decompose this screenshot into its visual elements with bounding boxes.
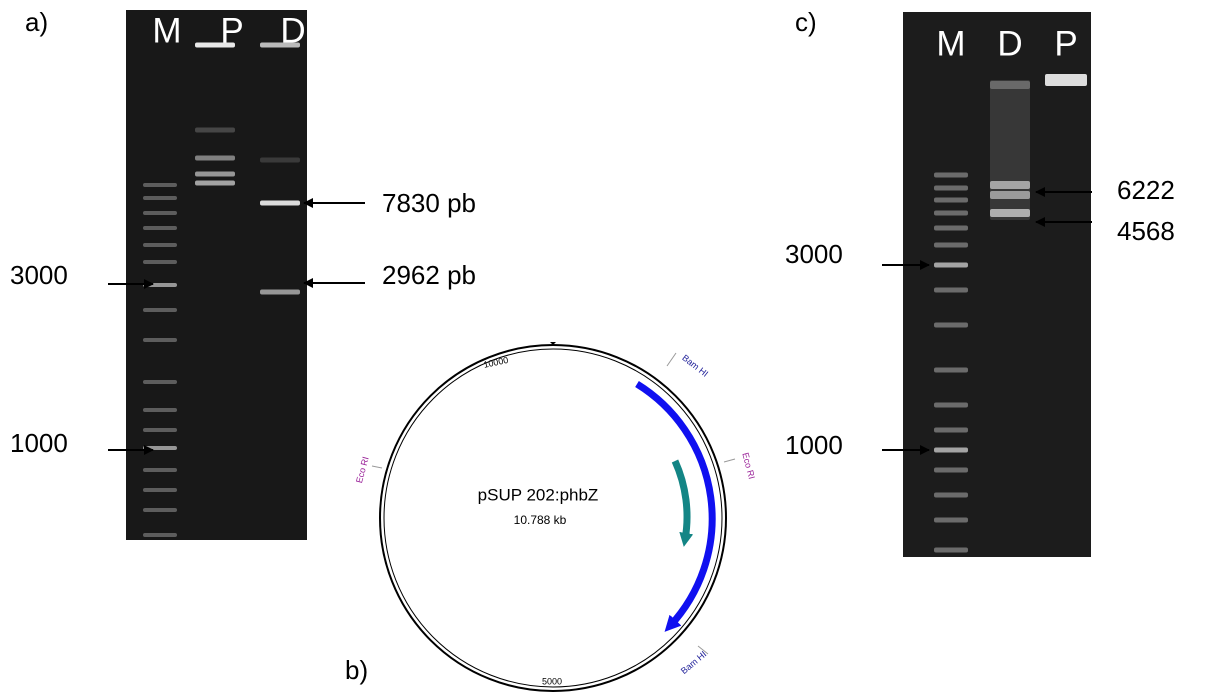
lane-label: M: [936, 24, 965, 63]
gel-band: [934, 225, 968, 231]
gel-band: [260, 157, 300, 163]
gel-band: [143, 380, 177, 384]
scale-label: 5000: [542, 676, 562, 686]
gel-band: [143, 533, 177, 537]
band-label: 4568: [1117, 216, 1175, 246]
gel-band: [195, 171, 235, 177]
panel-label: b): [345, 655, 368, 685]
gel-band: [195, 180, 235, 186]
gel-band: [143, 468, 177, 472]
gel-band: [260, 200, 300, 206]
gel-band: [143, 428, 177, 432]
gel-band: [934, 447, 968, 453]
gel-band: [260, 289, 300, 295]
gel-band: [934, 367, 968, 373]
lane-label: P: [220, 11, 243, 50]
gel-band: [934, 402, 968, 408]
gel-band: [1045, 74, 1087, 86]
plasmid-inner: [383, 348, 723, 688]
gel-band: [934, 210, 968, 216]
origin-mark: [550, 342, 556, 345]
plasmid-size: 10.788 kb: [514, 513, 567, 527]
gel-band: [934, 197, 968, 203]
gel-band: [934, 492, 968, 498]
gel-band: [934, 287, 968, 293]
site-label: Eco RI: [740, 451, 757, 480]
band-label: 7830 pb: [382, 188, 476, 218]
gel-band: [143, 338, 177, 342]
site-tick: [723, 458, 736, 463]
site-tick: [666, 352, 677, 367]
gel-band: [195, 155, 235, 161]
gel-band: [990, 181, 1030, 189]
marker-label: 1000: [10, 428, 68, 458]
lane-label: D: [997, 24, 1022, 63]
gel-c: [903, 12, 1091, 557]
gene-arrow: [671, 459, 694, 547]
site-label: Bam HI: [679, 649, 708, 676]
site-tick: [371, 465, 383, 469]
band-label: 2962 pb: [382, 260, 476, 290]
scale-label: 10000: [483, 355, 510, 370]
gel-band: [143, 488, 177, 492]
gel-band: [934, 517, 968, 523]
gel-band: [143, 183, 177, 187]
gel-band: [934, 322, 968, 328]
panel-label: a): [25, 7, 48, 37]
site-label: Eco RI: [354, 455, 371, 484]
gel-band: [195, 42, 235, 48]
gene-arrow: [635, 381, 716, 632]
lane-label: D: [280, 11, 305, 50]
gel-band: [934, 262, 968, 268]
band-label: 6222: [1117, 175, 1175, 205]
gel-band: [143, 211, 177, 215]
gel-band: [934, 172, 968, 178]
gel-band: [260, 42, 300, 48]
marker-label: 1000: [785, 430, 843, 460]
gel-a: [126, 10, 307, 540]
gel-band: [990, 191, 1030, 199]
gel-band: [934, 427, 968, 433]
gel-band: [143, 243, 177, 247]
marker-label: 3000: [10, 260, 68, 290]
gel-band: [143, 196, 177, 200]
gel-band: [934, 547, 968, 553]
site-tick: [697, 645, 709, 655]
marker-label: 3000: [785, 239, 843, 269]
gel-band: [143, 260, 177, 264]
gel-band: [143, 226, 177, 230]
gel-band: [195, 127, 235, 133]
gel-band: [990, 209, 1030, 217]
gel-band: [990, 81, 1030, 89]
gel-band: [934, 185, 968, 191]
gel-band: [143, 508, 177, 512]
lane-label: P: [1054, 24, 1077, 63]
lane-label: M: [152, 11, 181, 50]
gel-band: [143, 408, 177, 412]
gel-band: [934, 467, 968, 473]
plasmid-name: pSUP 202:phbZ: [478, 485, 599, 504]
panel-label: c): [795, 7, 817, 37]
site-label: Bam HI: [680, 353, 710, 379]
gel-band: [143, 308, 177, 312]
gel-band: [934, 242, 968, 248]
